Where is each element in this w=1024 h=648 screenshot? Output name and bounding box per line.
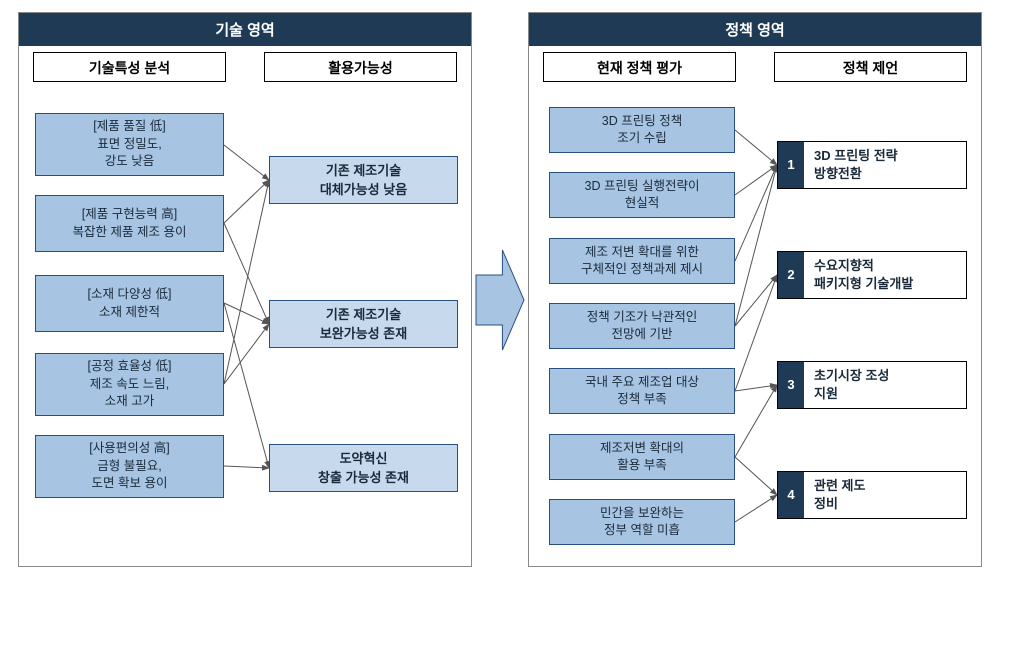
policy-eval-box: 3D 프린팅 정책조기 수립	[549, 107, 735, 153]
panel-policy-title: 정책 영역	[529, 13, 981, 46]
suggestion-label: 초기시장 조성지원	[804, 367, 899, 403]
suggestion-number-badge: 1	[778, 142, 804, 188]
tech-characteristic-box: [공정 효율성 低]제조 속도 느림,소재 고가	[35, 353, 224, 416]
col-header-tech-analysis: 기술특성 분석	[33, 52, 226, 82]
policy-eval-box: 3D 프린팅 실행전략이현실적	[549, 172, 735, 218]
suggestion-label: 관련 제도정비	[804, 477, 875, 513]
panel-tech-title: 기술 영역	[19, 13, 471, 46]
policy-eval-box: 민간을 보완하는정부 역할 미흡	[549, 499, 735, 545]
policy-eval-box: 제조 저변 확대를 위한구체적인 정책과제 제시	[549, 238, 735, 284]
big-arrow-icon	[476, 250, 524, 350]
policy-suggestion-box: 3초기시장 조성지원	[777, 361, 967, 409]
tech-characteristic-box: [소재 다양성 低]소재 제한적	[35, 275, 224, 332]
col-header-applicability: 활용가능성	[264, 52, 457, 82]
policy-suggestion-box: 2수요지향적패키지형 기술개발	[777, 251, 967, 299]
policy-suggestion-box: 13D 프린팅 전략방향전환	[777, 141, 967, 189]
applicability-box: 기존 제조기술보완가능성 존재	[269, 300, 458, 348]
tech-characteristic-box: [제품 품질 低]표면 정밀도,강도 낮음	[35, 113, 224, 176]
applicability-box: 도약혁신창출 가능성 존재	[269, 444, 458, 492]
policy-suggestion-box: 4관련 제도정비	[777, 471, 967, 519]
tech-characteristic-box: [제품 구현능력 高]복잡한 제품 제조 용이	[35, 195, 224, 252]
col-header-policy-eval: 현재 정책 평가	[543, 52, 736, 82]
suggestion-number-badge: 3	[778, 362, 804, 408]
suggestion-number-badge: 4	[778, 472, 804, 518]
suggestion-label: 3D 프린팅 전략방향전환	[804, 147, 908, 183]
applicability-box: 기존 제조기술대체가능성 낮음	[269, 156, 458, 204]
col-header-policy-suggest: 정책 제언	[774, 52, 967, 82]
policy-eval-box: 국내 주요 제조업 대상정책 부족	[549, 368, 735, 414]
policy-eval-box: 정책 기조가 낙관적인전망에 기반	[549, 303, 735, 349]
policy-eval-box: 제조저변 확대의활용 부족	[549, 434, 735, 480]
tech-characteristic-box: [사용편의성 高]금형 불필요,도면 확보 용이	[35, 435, 224, 498]
suggestion-label: 수요지향적패키지형 기술개발	[804, 257, 923, 293]
suggestion-number-badge: 2	[778, 252, 804, 298]
